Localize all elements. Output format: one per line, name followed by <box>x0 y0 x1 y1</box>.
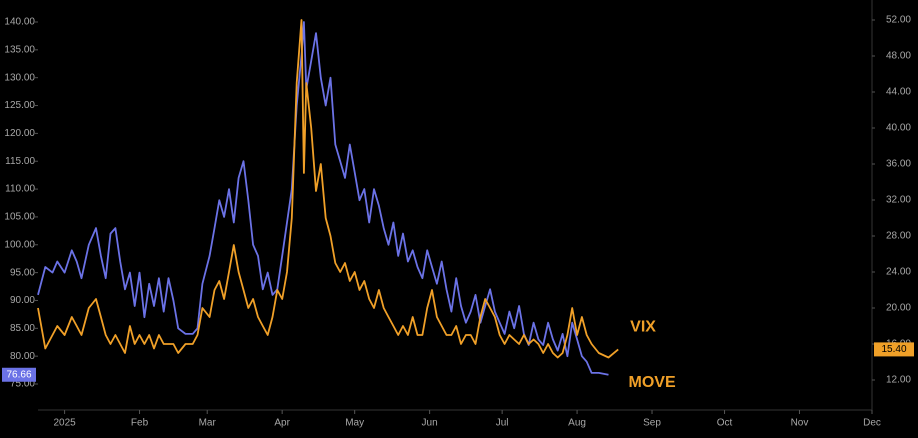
y-tick-label: 85.00 <box>10 323 35 334</box>
x-tick-label: Nov <box>791 418 809 429</box>
x-tick-label: Dec <box>863 418 881 429</box>
y-tick-label: 105.00 <box>4 212 35 223</box>
x-tick-label: Apr <box>274 418 290 429</box>
x-tick-label: Jun <box>422 418 438 429</box>
y-tick-label: 125.00 <box>4 100 35 111</box>
x-tick-label: Oct <box>717 418 733 429</box>
series-line <box>37 19 619 359</box>
y-tick-label: 90.00 <box>10 295 35 306</box>
y-tick-label: 120.00 <box>4 128 35 139</box>
series-label: MOVE <box>629 374 676 391</box>
y2-tick-label: 32.00 <box>886 195 911 206</box>
last-value-label: 76.66 <box>6 369 31 380</box>
y-tick-label: 135.00 <box>4 44 35 55</box>
series-label: VIX <box>630 319 656 336</box>
y2-tick-label: 24.00 <box>886 267 911 278</box>
y-tick-label: 130.00 <box>4 72 35 83</box>
y2-tick-label: 28.00 <box>886 231 911 242</box>
x-tick-label: 2025 <box>53 418 76 429</box>
y2-tick-label: 36.00 <box>886 159 911 170</box>
y2-tick-label: 20.00 <box>886 303 911 314</box>
y2-tick-label: 48.00 <box>886 51 911 62</box>
x-tick-label: Jul <box>496 418 509 429</box>
y-tick-label: 75.00 <box>10 379 35 390</box>
y-tick-label: 110.00 <box>5 184 35 195</box>
x-tick-label: Aug <box>568 418 586 429</box>
last-value-box <box>874 342 914 357</box>
last-value-label: 15.40 <box>881 344 906 355</box>
last-value-box <box>2 367 36 382</box>
y2-tick-label: 44.00 <box>886 87 911 98</box>
y2-tick-label: 52.00 <box>886 15 911 26</box>
y-tick-label: 95.00 <box>10 267 35 278</box>
y-tick-label: 140.00 <box>4 17 35 28</box>
x-tick-label: Mar <box>199 418 217 429</box>
y-tick-label: 115.00 <box>5 156 35 167</box>
series-line <box>37 21 609 376</box>
x-tick-label: May <box>345 418 364 429</box>
y2-tick-label: 40.00 <box>886 123 911 134</box>
x-tick-label: Feb <box>131 418 149 429</box>
x-tick-label: Sep <box>643 418 661 429</box>
y2-tick-label: 12.00 <box>886 375 911 386</box>
y-tick-label: 80.00 <box>10 351 35 362</box>
y-tick-label: 100.00 <box>4 239 35 250</box>
